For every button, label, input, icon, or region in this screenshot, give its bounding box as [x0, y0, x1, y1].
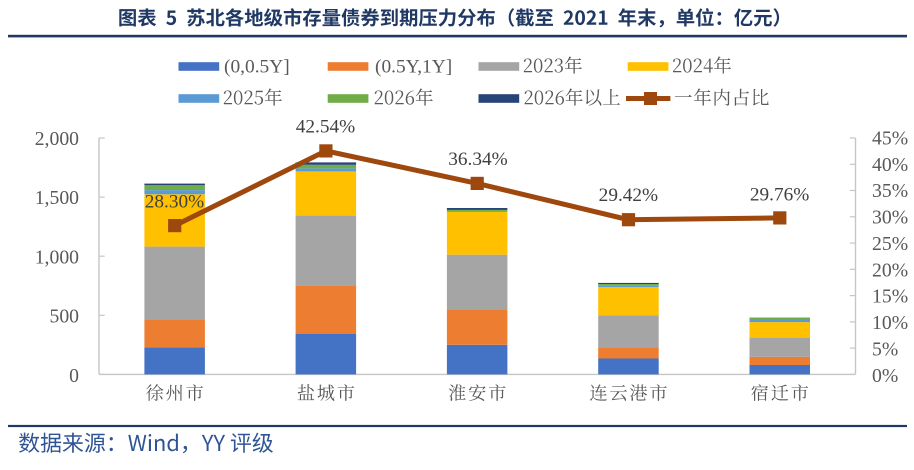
svg-text:36.34%: 36.34% [448, 149, 507, 170]
svg-text:(0.5Y,1Y]: (0.5Y,1Y] [375, 56, 452, 77]
svg-text:10%: 10% [872, 312, 908, 334]
svg-text:15%: 15% [872, 286, 908, 308]
svg-text:1,000: 1,000 [35, 246, 79, 268]
svg-text:29.76%: 29.76% [750, 185, 809, 206]
svg-text:35%: 35% [872, 180, 908, 202]
svg-text:20%: 20% [872, 259, 908, 281]
svg-text:25%: 25% [872, 233, 908, 255]
svg-text:28.30%: 28.30% [145, 192, 204, 213]
svg-text:(0,0.5Y]: (0,0.5Y] [224, 56, 290, 77]
svg-text:42.54%: 42.54% [296, 116, 355, 137]
svg-text:45%: 45% [872, 128, 908, 150]
svg-text:0: 0 [69, 365, 79, 387]
svg-text:1,500: 1,500 [35, 187, 79, 209]
svg-text:0%: 0% [872, 365, 898, 387]
svg-text:29.42%: 29.42% [599, 185, 658, 206]
svg-text:2,000: 2,000 [35, 128, 79, 150]
svg-text:5%: 5% [872, 338, 898, 360]
svg-text:30%: 30% [872, 207, 908, 229]
svg-text:40%: 40% [872, 154, 908, 176]
svg-text:500: 500 [49, 306, 79, 328]
